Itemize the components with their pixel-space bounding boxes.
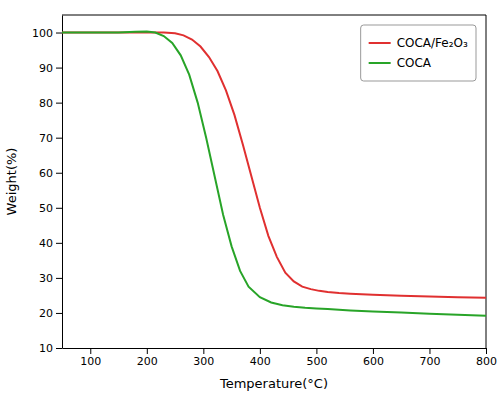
- tick-label: 40: [39, 237, 53, 250]
- tick-mark: [316, 348, 317, 354]
- tick-label: 300: [193, 355, 214, 368]
- legend-box: [361, 25, 476, 81]
- tick: 60: [39, 167, 62, 180]
- tick-mark: [260, 348, 261, 354]
- tick: 100: [32, 27, 62, 40]
- tick: 300: [193, 348, 214, 368]
- tick-mark: [56, 313, 62, 314]
- tick-label: 100: [32, 27, 53, 40]
- tick-label: 70: [39, 132, 53, 145]
- tick-label: 50: [39, 202, 53, 215]
- tick-mark: [56, 243, 62, 244]
- tick-label: 500: [306, 355, 327, 368]
- tick-label: 60: [39, 167, 53, 180]
- tick-label: 20: [39, 307, 53, 320]
- tick-mark: [56, 348, 62, 349]
- axis-line: [62, 16, 63, 349]
- tick-mark: [56, 103, 62, 104]
- legend-item: COCA/Fe₂O₃: [369, 36, 468, 50]
- axis-line: [63, 348, 487, 349]
- tick-mark: [486, 348, 487, 354]
- tick: 700: [419, 348, 440, 368]
- legend-swatch: [369, 42, 391, 44]
- tick-label: 80: [39, 97, 53, 110]
- tick: 20: [39, 307, 62, 320]
- chart: 100 200 300 400 500 600 700 800 10 20 30 40 50 60 70 80…: [0, 0, 501, 400]
- tick: 400: [250, 348, 271, 368]
- tick-label: 600: [363, 355, 384, 368]
- tick-label: 100: [80, 355, 101, 368]
- tick: 10: [39, 342, 62, 355]
- tick-mark: [56, 68, 62, 69]
- tick-mark: [56, 173, 62, 174]
- plot: 100 200 300 400 500 600 700 800 10 20 30 40 50 60 70 80…: [32, 15, 497, 368]
- tick: 600: [363, 348, 384, 368]
- tick: 80: [39, 97, 62, 110]
- tick: 90: [39, 62, 62, 75]
- tick-label: 700: [419, 355, 440, 368]
- tick: 50: [39, 202, 62, 215]
- tick-mark: [56, 33, 62, 34]
- tick-label: 30: [39, 272, 53, 285]
- tick: 200: [137, 348, 158, 368]
- tick-mark: [56, 208, 62, 209]
- tick-label: 400: [250, 355, 271, 368]
- tick-label: 800: [476, 355, 497, 368]
- tick: 30: [39, 272, 62, 285]
- legend: COCA/Fe₂O₃ COCA: [361, 25, 476, 81]
- tick: 40: [39, 237, 62, 250]
- x-axis-title: Temperature(°C): [219, 376, 328, 391]
- legend-item: COCA: [369, 56, 432, 70]
- tick: 70: [39, 132, 62, 145]
- tick-mark: [90, 348, 91, 354]
- tick-mark: [373, 348, 374, 354]
- legend-label: COCA: [397, 56, 432, 70]
- tick-label: 90: [39, 62, 53, 75]
- tick: 800: [476, 348, 497, 368]
- tick-label: 10: [39, 342, 53, 355]
- tick: 100: [80, 348, 101, 368]
- x-axis: 100 200 300 400 500 600 700 800: [63, 348, 498, 368]
- tick-mark: [203, 348, 204, 354]
- legend-label: COCA/Fe₂O₃: [397, 36, 468, 50]
- tick-mark: [147, 348, 148, 354]
- tick-label: 200: [137, 355, 158, 368]
- legend-swatch: [369, 62, 391, 64]
- y-axis-title: Weight(%): [4, 148, 19, 216]
- tick-mark: [429, 348, 430, 354]
- tick-mark: [56, 138, 62, 139]
- tick: 500: [306, 348, 327, 368]
- tick-mark: [56, 278, 62, 279]
- y-axis: 10 20 30 40 50 60 70 80 90 100: [32, 16, 63, 356]
- frame: [62, 15, 486, 16]
